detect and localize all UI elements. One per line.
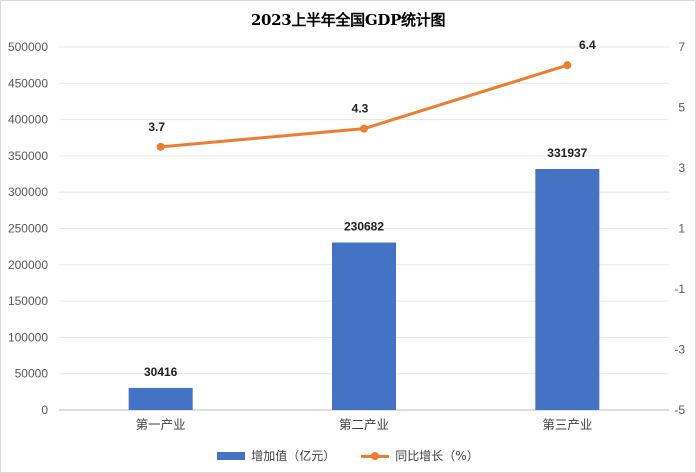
line-data-label: 3.7 <box>148 120 165 134</box>
y-right-tick-label: 1 <box>678 222 685 236</box>
legend-bar-label: 增加值（亿元） <box>251 449 336 463</box>
y-left-tick-label: 100000 <box>8 330 48 344</box>
line-point <box>360 124 368 133</box>
legend-line-label: 同比增长（%） <box>395 449 479 463</box>
y-left-tick-label: 0 <box>41 403 48 417</box>
bar-data-label: 30416 <box>144 365 178 379</box>
bar <box>535 169 600 410</box>
line-point <box>563 61 572 70</box>
bar-data-label: 331937 <box>547 146 587 160</box>
line-data-label: 4.3 <box>352 102 369 116</box>
legend-bar-swatch <box>217 451 246 460</box>
y-left-tick-label: 250000 <box>8 222 48 236</box>
y-right-tick-label: -3 <box>674 343 685 357</box>
chart-legend: 增加值（亿元） 同比增长（%） <box>1 447 695 464</box>
y-left-tick-label: 350000 <box>8 149 48 163</box>
y-left-tick-label: 150000 <box>8 294 48 308</box>
x-category-label: 第三产业 <box>542 417 592 432</box>
y-right-tick-label: 5 <box>678 101 685 115</box>
bar-data-label: 230682 <box>344 220 384 234</box>
line-point <box>156 142 165 151</box>
chart-plot: 0500001000001500002000002500003000003500… <box>8 38 685 432</box>
legend-item-line: 同比增长（%） <box>361 447 479 464</box>
y-left-tick-label: 200000 <box>8 258 48 272</box>
legend-item-bar: 增加值（亿元） <box>217 447 335 464</box>
y-right-tick-label: 7 <box>678 40 685 54</box>
y-left-tick-label: 50000 <box>15 367 49 381</box>
y-right-tick-label: -1 <box>674 282 685 296</box>
y-right-tick-label: -5 <box>674 403 685 417</box>
legend-line-swatch <box>361 451 390 461</box>
y-left-tick-label: 300000 <box>8 185 48 199</box>
y-right-tick-label: 3 <box>678 161 685 175</box>
x-category-label: 第二产业 <box>339 417 389 432</box>
bar <box>332 242 396 410</box>
y-left-tick-label: 500000 <box>8 40 48 54</box>
bar <box>128 387 193 410</box>
y-left-tick-label: 450000 <box>8 76 48 90</box>
x-category-label: 第一产业 <box>136 417 186 432</box>
y-left-tick-label: 400000 <box>8 113 48 127</box>
chart-title: 2023上半年全国GDP统计图 <box>250 11 446 29</box>
line-data-label: 6.4 <box>579 38 596 52</box>
